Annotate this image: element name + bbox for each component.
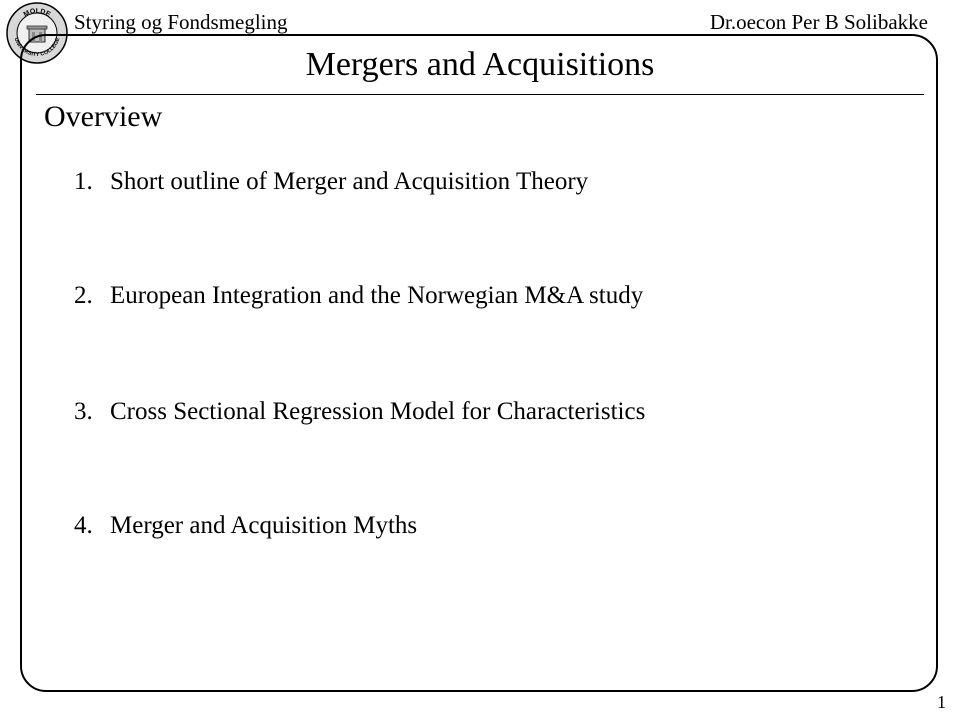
list-item: 1. Short outline of Merger and Acquisiti…	[74, 168, 588, 196]
header-right: Dr.oecon Per B Solibakke	[710, 10, 928, 35]
list-item-text: Short outline of Merger and Acquisition …	[110, 168, 588, 196]
title-underline	[36, 94, 924, 95]
slide-title: Mergers and Acquisitions	[0, 46, 960, 84]
list-item-number: 3.	[74, 398, 110, 426]
list-item-number: 4.	[74, 512, 110, 540]
list-item: 4. Merger and Acquisition Myths	[74, 512, 417, 540]
list-item: 2. European Integration and the Norwegia…	[74, 282, 643, 310]
page-number: 1	[937, 692, 946, 713]
header-left: Styring og Fondsmegling	[74, 10, 288, 35]
section-heading: Overview	[44, 100, 162, 134]
list-item-text: Cross Sectional Regression Model for Cha…	[110, 398, 645, 426]
list-item-number: 1.	[74, 168, 110, 196]
list-item-number: 2.	[74, 282, 110, 310]
list-item-text: European Integration and the Norwegian M…	[110, 282, 643, 310]
list-item-text: Merger and Acquisition Myths	[110, 512, 417, 540]
list-item: 3. Cross Sectional Regression Model for …	[74, 398, 645, 426]
